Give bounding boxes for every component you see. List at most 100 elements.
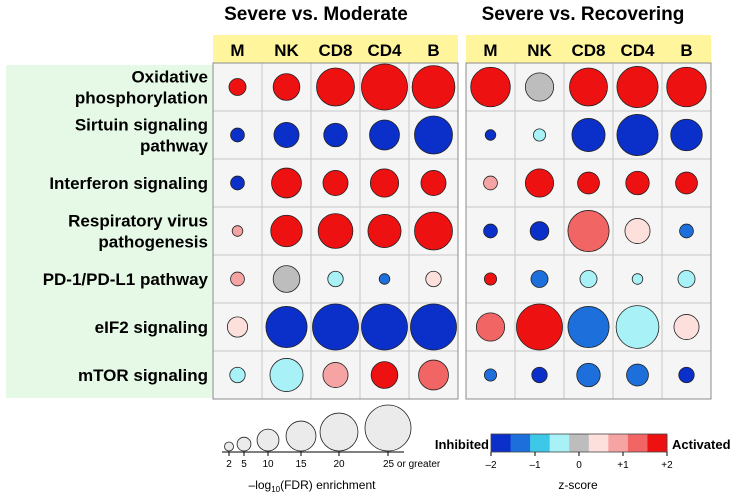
panel-border [212, 62, 459, 400]
grid-cell [465, 302, 516, 352]
bubble-severe-vs-recovering-m-sirtuin-signaling-pathway [484, 129, 497, 141]
color-legend-swatch [588, 434, 609, 452]
bubble-severe-vs-moderate-nk-oxidative-phosphorylation [272, 73, 301, 101]
color-legend-tick-label: +1 [617, 460, 629, 471]
column-header-band [466, 35, 711, 63]
color-legend-swatch [530, 434, 551, 452]
bubbles [226, 63, 707, 392]
bubble-severe-vs-recovering-cd8-pd-1-pd-l1-pathway [579, 270, 598, 288]
bubble-severe-vs-moderate-b-respiratory-virus-pathogenesis [414, 211, 453, 251]
color-legend-swatch [647, 434, 668, 452]
bubble-severe-vs-recovering-nk-respiratory-virus-pathogenesis [529, 221, 550, 241]
bubble-severe-vs-moderate-cd4-respiratory-virus-pathogenesis [367, 214, 402, 248]
bubble-severe-vs-recovering-nk-interferon-signaling [524, 168, 555, 198]
row-label-mtor-signaling: mTOR signaling [78, 366, 208, 385]
bubble-severe-vs-moderate-m-interferon-signaling [230, 175, 245, 191]
row-label-sirtuin-signaling-pathway: pathway [140, 137, 209, 156]
row-label-pd-1-pd-l1-pathway: PD-1/PD-L1 pathway [43, 270, 209, 289]
bubble-severe-vs-moderate-cd4-eif2-signaling [361, 303, 408, 351]
bubble-severe-vs-moderate-cd8-sirtuin-signaling-pathway [323, 122, 348, 148]
color-legend-activated: Activated [672, 437, 731, 452]
column-label-b: B [680, 41, 692, 60]
size-legend-bubble-20 [319, 412, 359, 452]
bubble-severe-vs-recovering-m-oxidative-phosphorylation [470, 66, 511, 108]
size-legend-title: –log10(FDR) enrichment [249, 478, 377, 494]
bubble-severe-vs-recovering-cd4-mtor-signaling [626, 363, 649, 387]
size-legend-bubble-25 [364, 404, 412, 452]
bubble-severe-vs-recovering-cd8-respiratory-virus-pathogenesis [567, 210, 610, 252]
color-legend-tick-label: –1 [529, 460, 541, 471]
bubble-severe-vs-recovering-cd4-oxidative-phosphorylation [616, 66, 659, 108]
row-label-respiratory-virus-pathogenesis: Respiratory virus [68, 212, 208, 231]
bubble-severe-vs-moderate-cd8-interferon-signaling [322, 170, 349, 196]
bubble-severe-vs-recovering-nk-oxidative-phosphorylation [524, 72, 555, 102]
bubble-severe-vs-moderate-b-mtor-signaling [418, 359, 449, 391]
bubble-severe-vs-recovering-b-oxidative-phosphorylation [666, 66, 707, 108]
bubble-severe-vs-moderate-cd8-respiratory-virus-pathogenesis [317, 213, 354, 249]
column-label-nk: NK [274, 41, 299, 60]
size-legend-bubble-5 [236, 436, 252, 452]
bubble-severe-vs-recovering-nk-pd-1-pd-l1-pathway [530, 270, 549, 288]
bubble-severe-vs-moderate-m-respiratory-virus-pathogenesis [231, 225, 244, 237]
bubble-severe-vs-recovering-b-pd-1-pd-l1-pathway [677, 270, 696, 288]
color-legend-swatch [608, 434, 629, 452]
row-label-oxidative-phosphorylation: Oxidative [131, 68, 208, 87]
column-label-nk: NK [527, 41, 552, 60]
bubble-severe-vs-recovering-b-eif2-signaling [673, 314, 700, 340]
size-legend-bubble-2 [224, 441, 234, 452]
group-title-severe-vs-recovering: Severe vs. Recovering [482, 4, 685, 25]
bubble-severe-vs-moderate-b-oxidative-phosphorylation [411, 65, 456, 109]
row-label-interferon-signaling: Interferon signaling [49, 174, 208, 193]
size-legend-bubble-15 [285, 420, 317, 452]
size-legend-tick-label: 25 or greater [383, 459, 441, 470]
group-title-severe-vs-moderate: Severe vs. Moderate [224, 4, 408, 25]
bubble-severe-vs-moderate-cd4-interferon-signaling [369, 168, 400, 198]
bubble-severe-vs-recovering-b-respiratory-virus-pathogenesis [679, 223, 694, 239]
bubble-severe-vs-recovering-cd4-sirtuin-signaling-pathway [616, 114, 659, 156]
bubble-severe-vs-recovering-m-respiratory-virus-pathogenesis [483, 223, 498, 239]
background-layer [6, 35, 711, 398]
bubble-severe-vs-recovering-cd8-oxidative-phosphorylation [569, 67, 608, 107]
bubble-severe-vs-recovering-nk-eif2-signaling [516, 303, 563, 351]
column-label-cd4: CD4 [367, 41, 402, 60]
bubble-severe-vs-moderate-m-pd-1-pd-l1-pathway [230, 271, 245, 287]
color-legend-tick-label: 0 [576, 460, 582, 471]
bubble-severe-vs-recovering-b-interferon-signaling [675, 171, 698, 195]
bubble-severe-vs-moderate-nk-pd-1-pd-l1-pathway [272, 265, 301, 293]
bubble-severe-vs-recovering-cd8-mtor-signaling [576, 362, 601, 388]
color-legend-swatch [549, 434, 570, 452]
bubble-severe-vs-moderate-cd8-mtor-signaling [322, 362, 349, 388]
bubble-severe-vs-moderate-cd4-pd-1-pd-l1-pathway [378, 273, 391, 285]
color-legend-swatch [491, 434, 512, 452]
bubble-severe-vs-moderate-m-mtor-signaling [229, 366, 246, 384]
bubble-severe-vs-recovering-cd8-eif2-signaling [567, 306, 610, 348]
size-legend-tick-label: 10 [262, 459, 274, 470]
color-legend-inhibited: Inhibited [435, 437, 489, 452]
bubble-severe-vs-recovering-b-sirtuin-signaling-pathway [670, 118, 703, 152]
labels: Severe vs. Moderate Severe vs. Recoverin… [43, 4, 693, 385]
column-label-m: M [483, 41, 497, 60]
bubble-severe-vs-recovering-cd8-interferon-signaling [577, 171, 600, 195]
bubble-severe-vs-moderate-m-eif2-signaling [226, 316, 249, 338]
bubble-severe-vs-moderate-nk-respiratory-virus-pathogenesis [270, 214, 303, 248]
column-header-band [213, 35, 458, 63]
bubble-severe-vs-moderate-b-sirtuin-signaling-pathway [414, 115, 453, 155]
legends: –log10(FDR) enrichment Inhibited Activat… [222, 404, 731, 494]
color-legend-tick-label: –2 [485, 460, 497, 471]
row-label-eif2-signaling: eIF2 signaling [95, 318, 208, 337]
bubble-severe-vs-moderate-cd4-mtor-signaling [370, 361, 399, 389]
bubble-severe-vs-moderate-b-pd-1-pd-l1-pathway [425, 270, 442, 288]
bubble-severe-vs-moderate-nk-mtor-signaling [269, 358, 304, 392]
size-legend-tick-label: 2 [226, 459, 232, 470]
size-legend-tick-label: 15 [295, 459, 307, 470]
panel-border [465, 62, 712, 400]
bubble-severe-vs-moderate-nk-sirtuin-signaling-pathway [273, 122, 300, 148]
bubble-severe-vs-moderate-b-eif2-signaling [410, 303, 457, 351]
color-legend-tick-label: +2 [661, 460, 673, 471]
bubble-severe-vs-recovering-cd4-interferon-signaling [625, 170, 650, 196]
row-label-respiratory-virus-pathogenesis: pathogenesis [98, 233, 208, 252]
bubble-severe-vs-moderate-m-oxidative-phosphorylation [228, 78, 247, 96]
bubble-severe-vs-moderate-nk-interferon-signaling [271, 167, 302, 199]
color-legend-swatch [627, 434, 648, 452]
